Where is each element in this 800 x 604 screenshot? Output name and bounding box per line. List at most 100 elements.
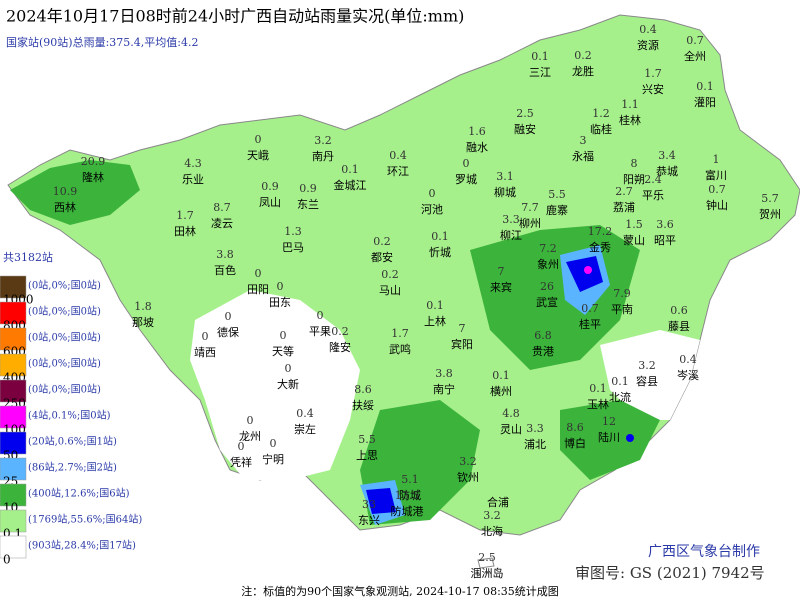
station-value: 1.7	[391, 327, 409, 340]
station-value: 3.3	[502, 213, 520, 226]
station-value: 1.7	[644, 67, 662, 80]
legend-swatch	[0, 431, 27, 455]
station-name: 桂林	[619, 113, 641, 127]
station-value: 0.1	[611, 375, 629, 388]
station-name: 恭城	[656, 165, 678, 178]
station-name: 凤山	[259, 196, 281, 209]
station-value: 3	[580, 134, 587, 147]
station-name: 临桂	[590, 122, 612, 136]
station-name: 浦北	[524, 438, 546, 451]
station-value: 0.4	[639, 23, 657, 36]
station-value: 7.7	[521, 201, 539, 214]
station-value: 20.9	[81, 155, 106, 168]
station-name: 永福	[572, 149, 594, 163]
station-value: 3.2	[459, 455, 477, 468]
dry-area	[600, 330, 700, 420]
station-value: 0.2	[574, 49, 592, 62]
station-value: 0.1	[426, 299, 444, 312]
very-heavy-area	[366, 488, 396, 514]
station-name: 荔浦	[613, 201, 635, 214]
station-name: 武宣	[536, 295, 558, 309]
station-name: 藤县	[668, 320, 690, 333]
station-value: 0.6	[670, 304, 688, 317]
station-name: 上林	[424, 314, 446, 328]
station-value: 0	[255, 133, 262, 146]
station-name: 融水	[466, 141, 488, 154]
station-name: 昭平	[654, 234, 676, 247]
station-value: 3.6	[656, 218, 674, 231]
station-value: 0.4	[296, 407, 314, 420]
station-value: 4.3	[184, 157, 202, 170]
station-name: 柳城	[494, 185, 516, 199]
station-name: 田东	[269, 296, 291, 309]
station-value: 0	[225, 310, 232, 323]
station-name: 环江	[387, 165, 409, 178]
legend-stats: (4站,0.1%;国0站)	[28, 409, 111, 422]
legend-threshold: 0	[3, 553, 11, 567]
station-name: 德保	[217, 325, 239, 339]
legend-swatch	[0, 353, 27, 377]
station-name: 南宁	[433, 382, 455, 396]
station-name: 宁明	[262, 452, 284, 466]
station-value: 0.1	[431, 230, 449, 243]
station-value: 0.7	[708, 183, 726, 196]
station-value: 26	[540, 280, 554, 293]
station-name: 玉林	[587, 397, 609, 411]
station-name: 乐业	[182, 173, 204, 186]
station-value: 6.8	[534, 329, 552, 342]
legend-swatch	[0, 509, 27, 533]
footer-note: 注：标值的为90个国家气象观测站, 2024-10-17 08:35统计成图	[241, 584, 559, 598]
station-value: 0	[255, 267, 262, 280]
station-name: 象州	[537, 258, 559, 271]
station-name: 平果	[309, 325, 331, 338]
station-name: 合浦	[487, 495, 509, 509]
station-name: 柳州	[519, 216, 541, 230]
station-value: 1.8	[134, 300, 152, 313]
station-name: 那坡	[132, 316, 154, 329]
station-name: 凌云	[211, 216, 233, 230]
station-name: 百色	[214, 263, 236, 277]
legend-swatch	[0, 379, 27, 403]
station-value: 0.7	[581, 302, 599, 315]
station-value: 0.4	[679, 353, 697, 366]
station-value: 8.6	[566, 421, 584, 434]
station-name: 资源	[637, 38, 659, 52]
station-value: 1.5	[625, 218, 643, 231]
station-value: 0	[202, 330, 209, 343]
station-name: 陆川	[598, 430, 620, 444]
station-name: 平乐	[642, 189, 664, 202]
station-name: 北海	[481, 524, 503, 538]
station-name: 鹿寨	[546, 203, 568, 217]
station-name: 宾阳	[451, 337, 473, 351]
legend-stats: (0站,0%;国0站)	[28, 357, 101, 370]
station-value: 0	[280, 329, 287, 342]
station-value: 2.7	[615, 185, 633, 198]
legend-swatch	[0, 327, 27, 351]
station-name: 防城	[399, 488, 421, 502]
station-name: 罗城	[455, 173, 477, 186]
station-name: 东兰	[297, 198, 319, 211]
station-name: 河池	[421, 203, 443, 216]
station-name: 西林	[54, 200, 76, 214]
station-value: 0	[238, 440, 245, 453]
station-value: 0.7	[686, 34, 704, 47]
very-heavy-area	[566, 256, 603, 292]
station-value: 2.5	[516, 107, 534, 120]
station-value: 33	[362, 498, 376, 511]
station-value: 3.4	[658, 149, 676, 162]
station-value: 0.1	[341, 163, 359, 176]
station-value: 1.1	[621, 98, 639, 111]
station-value: 0	[247, 414, 254, 427]
station-value: 3.8	[435, 367, 453, 380]
station-name: 蒙山	[623, 234, 645, 247]
station-name: 贵港	[532, 345, 554, 358]
station-value: 7.2	[539, 242, 557, 255]
legend-swatch	[0, 405, 27, 429]
station-value: 8	[631, 157, 638, 170]
station-name: 田林	[174, 224, 196, 238]
station-name: 金城江	[334, 178, 367, 192]
station-name: 富川	[705, 168, 727, 182]
station-name: 横州	[490, 384, 512, 398]
legend: (0站,0%;国0站)1000(0站,0%;国0站)800(0站,0%;国0站)…	[0, 275, 142, 567]
